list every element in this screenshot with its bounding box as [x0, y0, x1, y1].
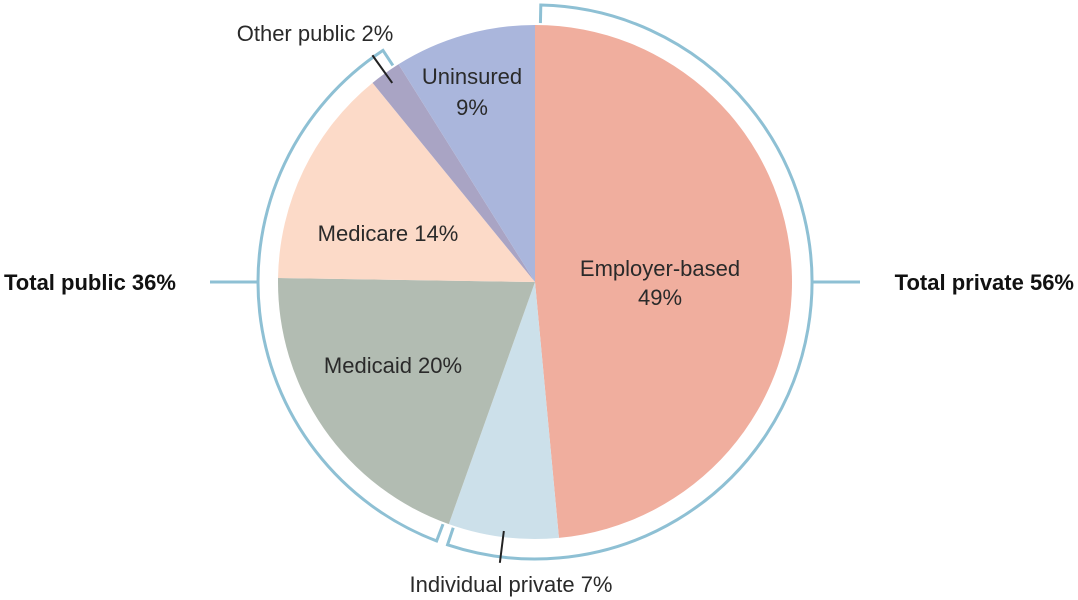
bracket-total-public	[256, 48, 445, 543]
pie-slice-individual-private	[448, 282, 559, 539]
bracket-total-private	[445, 3, 814, 561]
leader-line-individual-private	[498, 530, 505, 563]
pie-slices	[278, 24, 793, 539]
slice-label-other-public: Other public 2%	[237, 21, 394, 46]
group-label-total-public: Total public 36%	[4, 270, 176, 295]
pie-slice-medicaid	[278, 278, 535, 525]
group-label-total-private: Total private 56%	[895, 270, 1074, 295]
leader-line-other-public	[371, 54, 394, 84]
slice-label-medicaid: Medicaid 20%	[324, 353, 462, 378]
group-brackets	[210, 3, 860, 561]
pie-slice-uninsured	[398, 24, 535, 282]
leader-lines	[371, 54, 505, 563]
slice-label-medicare: Medicare 14%	[318, 221, 459, 246]
slice-value-uninsured: 9%	[456, 95, 488, 120]
slice-label-uninsured: Uninsured	[422, 64, 522, 89]
pie-slice-medicare	[278, 82, 535, 282]
slice-label-individual-private: Individual private 7%	[409, 572, 612, 597]
slice-label-employer-based: Employer-based	[580, 256, 740, 281]
pie-slice-employer-based	[535, 25, 793, 538]
pie-slice-other-public	[372, 64, 535, 283]
slice-value-employer-based: 49%	[638, 285, 682, 310]
